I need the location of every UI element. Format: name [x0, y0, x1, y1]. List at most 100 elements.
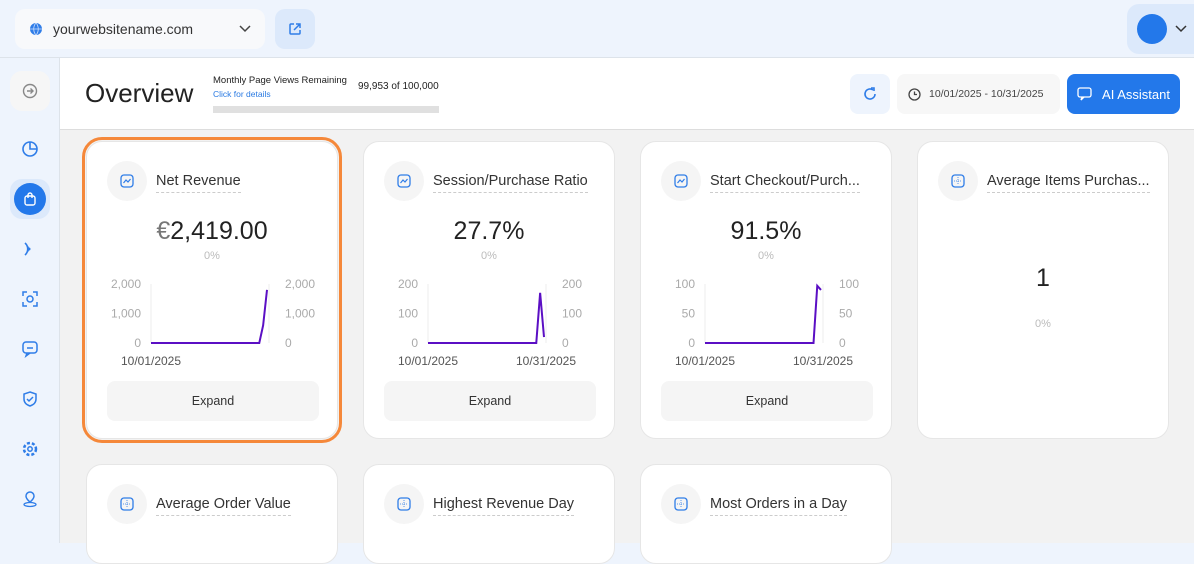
card-title[interactable]: Average Order Value — [156, 496, 291, 516]
collapse-icon — [22, 83, 38, 99]
chevron-down-icon — [1175, 25, 1187, 33]
y-tick-label-right: 0 — [839, 336, 846, 350]
page-header: Overview Monthly Page Views Remaining Cl… — [60, 58, 1194, 130]
shield-icon — [23, 391, 37, 407]
sidebar — [0, 58, 60, 543]
card-title[interactable]: Most Orders in a Day — [710, 496, 847, 516]
card-title[interactable]: Start Checkout/Purch... — [710, 173, 860, 193]
card-line-chart: 200 200 100 100 0 0 10/01/2025 10/31/2025 — [398, 277, 582, 368]
card-value: 91.5% — [641, 217, 891, 246]
page-title: Overview — [85, 78, 194, 108]
x-tick-label-end: 10/31/2025 — [516, 354, 576, 368]
expand-button[interactable]: Expand — [661, 381, 873, 421]
y-tick-label-left: 0 — [411, 336, 418, 350]
x-tick-label-end: 10/31/2025 — [793, 354, 853, 368]
shopping-bag-icon — [24, 192, 36, 206]
external-link-icon — [289, 23, 301, 35]
ai-assistant-button[interactable]: AI Assistant — [1067, 74, 1180, 114]
trend-chart-icon — [107, 161, 147, 201]
sidebar-item-privacy[interactable] — [10, 379, 50, 419]
value-text: 2,419.00 — [170, 217, 268, 245]
pageviews-count: 99,953 of 100,000 — [358, 81, 439, 92]
pageviews-details-link[interactable]: Click for details — [213, 89, 271, 99]
date-range-picker[interactable]: 10/01/2025 - 10/31/2025 — [897, 74, 1060, 114]
x-tick-label-start: 10/01/2025 — [398, 354, 458, 368]
y-tick-label-right: 100 — [839, 277, 859, 291]
series-line — [151, 289, 268, 344]
series-line — [428, 292, 545, 344]
grid-icon — [107, 484, 147, 524]
y-tick-label-left: 2,000 — [111, 277, 141, 291]
value-text: 27.7% — [453, 217, 525, 245]
card-value: 1 — [918, 264, 1168, 293]
sidebar-item-analytics[interactable] — [10, 129, 50, 169]
card-title[interactable]: Session/Purchase Ratio — [433, 173, 588, 193]
sidebar-item-heatmaps[interactable] — [10, 279, 50, 319]
card-line-chart: 100 100 50 50 0 0 10/01/2025 10/31/2025 — [675, 277, 859, 368]
sidebar-item-journeys[interactable] — [10, 229, 50, 269]
y-tick-label-right: 1,000 — [285, 307, 315, 321]
value-text: 1 — [1036, 264, 1050, 292]
y-tick-label-left: 0 — [134, 336, 141, 350]
value-text: 91.5% — [730, 217, 802, 245]
open-site-button[interactable] — [275, 9, 315, 49]
metric-card-most-orders-in-a-day: Most Orders in a Day — [640, 464, 892, 564]
y-tick-label-right: 100 — [562, 307, 582, 321]
pie-chart-icon — [22, 141, 38, 157]
expand-button[interactable]: Expand — [107, 381, 319, 421]
metric-card-session-purchase-ratio: Session/Purchase Ratio 27.7% 0% 200 200 100 1… — [363, 141, 615, 439]
metric-card-net-revenue: Net Revenue €2,419.00 0% 2,000 2,000 1,000 1,… — [82, 137, 342, 443]
chat-icon — [1077, 87, 1092, 101]
trend-chart-icon — [384, 161, 424, 201]
x-tick-label-start: 10/01/2025 — [121, 354, 181, 368]
y-tick-label-right: 0 — [562, 336, 569, 350]
sidebar-item-feedback[interactable] — [10, 329, 50, 369]
metric-card-average-items-purchas: Average Items Purchas... 1 0% — [917, 141, 1169, 439]
sidebar-item-location[interactable] — [10, 479, 50, 519]
refresh-button[interactable] — [850, 74, 890, 114]
y-tick-label-right: 0 — [285, 336, 292, 350]
y-tick-label-left: 50 — [682, 307, 696, 321]
gear-icon — [22, 441, 38, 457]
user-menu[interactable] — [1127, 4, 1194, 54]
card-change-percent: 0% — [204, 250, 220, 262]
dashboard-content: Net Revenue €2,419.00 0% 2,000 2,000 1,000 1,… — [60, 130, 1194, 564]
metric-card-average-order-value: Average Order Value — [86, 464, 338, 564]
focus-icon — [22, 291, 38, 307]
pageviews-label: Monthly Page Views Remaining — [213, 75, 347, 86]
metric-card-start-checkout-purch: Start Checkout/Purch... 91.5% 0% 100 100 50 5… — [640, 141, 892, 439]
clock-icon — [908, 87, 921, 101]
card-value: €2,419.00 — [87, 217, 337, 246]
expand-button[interactable]: Expand — [384, 381, 596, 421]
signal-icon — [24, 242, 31, 256]
date-range-value: 10/01/2025 - 10/31/2025 — [929, 88, 1044, 100]
y-tick-label-left: 100 — [675, 277, 695, 291]
sidebar-item-ecommerce[interactable] — [10, 179, 50, 219]
metric-card-highest-revenue-day: Highest Revenue Day — [363, 464, 615, 564]
y-tick-label-left: 1,000 — [111, 307, 141, 321]
location-pin-icon — [23, 491, 37, 508]
site-name: yourwebsitename.com — [53, 21, 194, 37]
card-change-percent: 0% — [758, 250, 774, 262]
sidebar-item-settings[interactable] — [10, 429, 50, 469]
y-tick-label-right: 2,000 — [285, 277, 315, 291]
chevron-down-icon — [239, 25, 251, 33]
y-tick-label-right: 50 — [839, 307, 853, 321]
y-tick-label-left: 100 — [398, 307, 418, 321]
grid-icon — [384, 484, 424, 524]
avatar — [1137, 14, 1167, 44]
site-selector[interactable]: yourwebsitename.com — [15, 9, 265, 49]
chat-icon — [22, 341, 38, 358]
card-value: 27.7% — [364, 217, 614, 246]
pageviews-progress — [213, 106, 439, 113]
card-title[interactable]: Net Revenue — [156, 173, 241, 193]
collapse-sidebar-button[interactable] — [10, 71, 50, 111]
x-tick-label-start: 10/01/2025 — [675, 354, 735, 368]
card-title[interactable]: Average Items Purchas... — [987, 173, 1150, 193]
globe-icon — [30, 22, 42, 36]
grid-icon — [661, 484, 701, 524]
card-title[interactable]: Highest Revenue Day — [433, 496, 575, 516]
refresh-icon — [864, 87, 876, 100]
top-bar: yourwebsitename.com — [0, 0, 1194, 58]
card-line-chart: 2,000 2,000 1,000 1,000 0 0 10/01/2025 — [111, 277, 315, 368]
